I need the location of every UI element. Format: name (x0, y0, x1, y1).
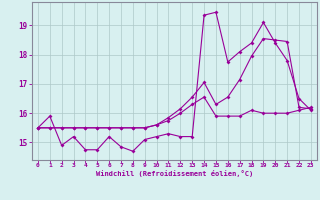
X-axis label: Windchill (Refroidissement éolien,°C): Windchill (Refroidissement éolien,°C) (96, 170, 253, 177)
